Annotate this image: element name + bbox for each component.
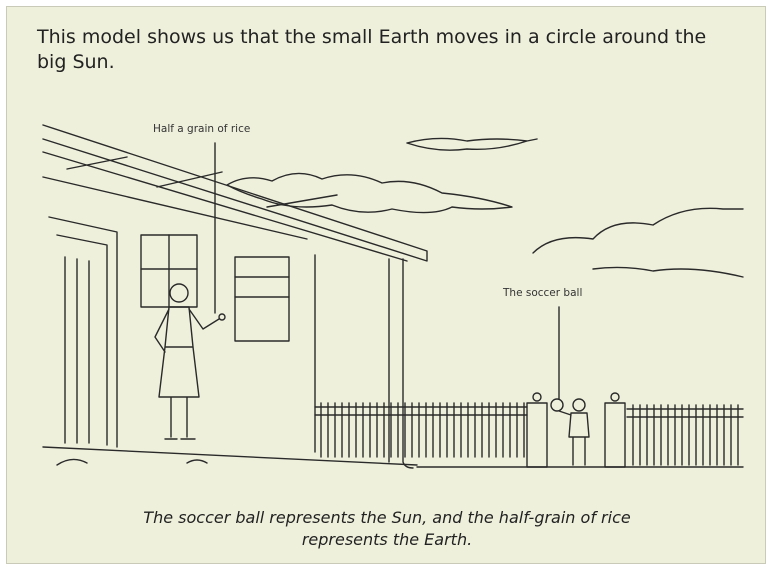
woman-head: [170, 284, 188, 302]
window: [235, 257, 289, 341]
window-frame: [235, 277, 289, 297]
ball-label: The soccer ball: [503, 287, 582, 299]
boy-head: [573, 399, 585, 411]
cloud: [407, 138, 537, 150]
figure-panel: This model shows us that the small Earth…: [6, 6, 766, 564]
soccer-ball: [551, 399, 563, 411]
pillar-knob: [611, 393, 619, 401]
fence-pickets: [321, 403, 738, 465]
cloud: [533, 208, 743, 277]
rice-label: Half a grain of rice: [153, 123, 250, 135]
pillar-knob: [533, 393, 541, 401]
roof-edge: [43, 125, 427, 261]
ground: [43, 447, 743, 467]
page: This model shows us that the small Earth…: [0, 0, 774, 572]
intro-text: This model shows us that the small Earth…: [37, 25, 737, 75]
pillar: [605, 403, 625, 467]
roof-underside: [43, 152, 407, 261]
grain-of-rice: [219, 314, 225, 320]
door: [49, 217, 117, 447]
caption: The soccer ball represents the Sun, and …: [107, 507, 667, 551]
fence-rail: [315, 407, 743, 417]
window-frame: [141, 235, 197, 307]
boy: [559, 411, 589, 465]
pillar: [527, 403, 547, 467]
illustration: [7, 7, 767, 565]
woman: [155, 307, 219, 439]
